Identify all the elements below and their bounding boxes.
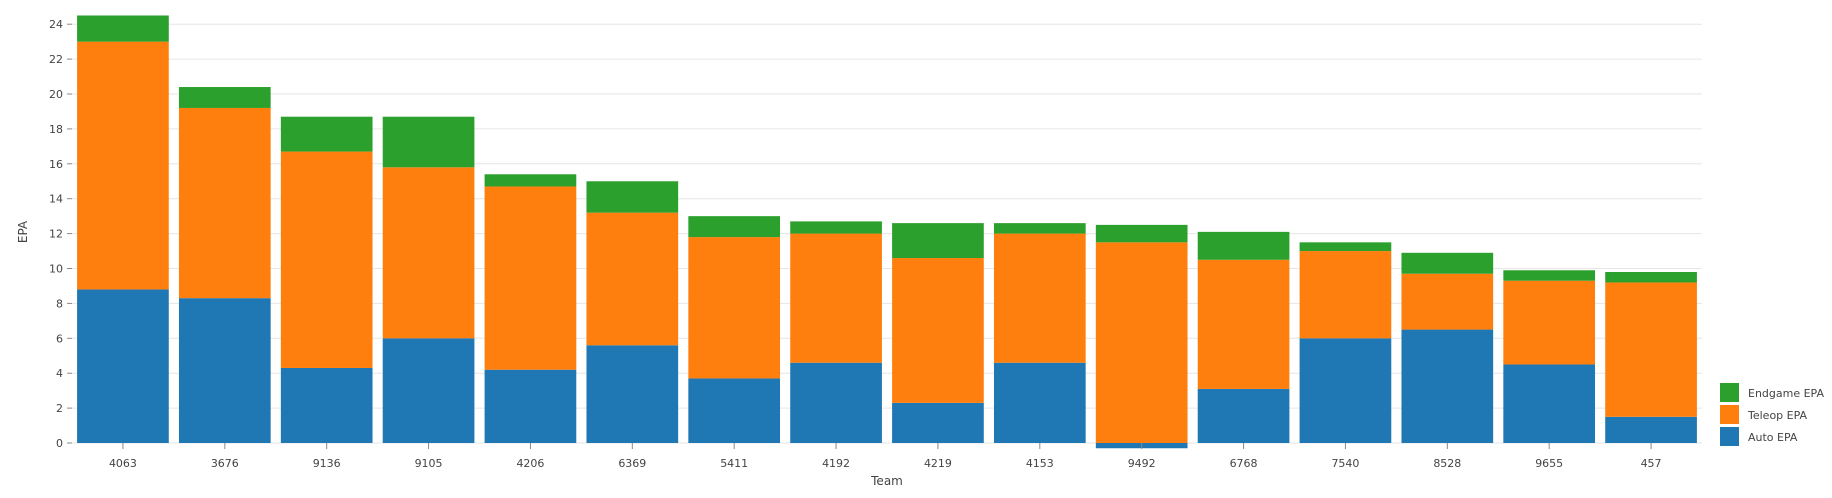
x-tick-label: 457 xyxy=(1641,457,1662,470)
y-tick-label: 22 xyxy=(49,53,63,66)
bar-segment[interactable] xyxy=(280,116,373,152)
x-tick-label: 9655 xyxy=(1535,457,1563,470)
legend-swatch[interactable] xyxy=(1720,383,1739,402)
x-tick-label: 9492 xyxy=(1128,457,1156,470)
legend-label[interactable]: Teleop EPA xyxy=(1747,409,1808,422)
bar-segment[interactable] xyxy=(484,174,577,187)
x-tick-label: 6369 xyxy=(618,457,646,470)
y-tick-label: 18 xyxy=(49,123,63,136)
bar-segment[interactable] xyxy=(382,116,475,168)
bar-segment[interactable] xyxy=(688,378,781,443)
bar-segment[interactable] xyxy=(790,221,882,234)
bar-segment[interactable] xyxy=(280,367,373,443)
bar-segment[interactable] xyxy=(382,167,475,339)
legend-label[interactable]: Endgame EPA xyxy=(1748,387,1824,400)
bar-segment[interactable] xyxy=(892,402,984,443)
bar-segment[interactable] xyxy=(993,223,1086,234)
x-tick-label: 4219 xyxy=(924,457,952,470)
x-tick-label: 4153 xyxy=(1026,457,1054,470)
x-axis-title: Team xyxy=(870,474,903,488)
bar-segment[interactable] xyxy=(382,338,475,443)
bar-segment[interactable] xyxy=(1401,252,1494,274)
bar-segment[interactable] xyxy=(892,223,984,259)
x-tick-label: 4206 xyxy=(516,457,544,470)
bar-segment[interactable] xyxy=(1503,280,1596,365)
x-tick-label: 6768 xyxy=(1230,457,1258,470)
y-tick-label: 12 xyxy=(49,228,63,241)
bar-segment[interactable] xyxy=(586,212,679,346)
legend-label[interactable]: Auto EPA xyxy=(1748,431,1798,444)
bar-segment[interactable] xyxy=(892,258,984,403)
y-tick-label: 16 xyxy=(49,158,63,171)
bar-segment[interactable] xyxy=(1605,416,1697,443)
bar-segment[interactable] xyxy=(688,216,781,238)
bar-segment[interactable] xyxy=(1503,270,1596,281)
bar-segment[interactable] xyxy=(790,362,882,443)
bar-segment[interactable] xyxy=(1299,338,1392,443)
y-axis-title: EPA xyxy=(16,220,30,243)
y-tick-label: 20 xyxy=(49,88,63,101)
bar-segment[interactable] xyxy=(178,298,271,443)
x-tick-label: 9136 xyxy=(313,457,341,470)
y-tick-label: 10 xyxy=(49,263,63,276)
x-tick-label: 5411 xyxy=(720,457,748,470)
bar-segment[interactable] xyxy=(790,233,882,363)
y-tick-label: 0 xyxy=(56,437,63,450)
legend-swatch[interactable] xyxy=(1720,405,1739,424)
bar-segment[interactable] xyxy=(1299,242,1392,252)
bar-segment[interactable] xyxy=(586,181,679,213)
bar-segment[interactable] xyxy=(1605,282,1697,417)
x-tick-label: 7540 xyxy=(1331,457,1359,470)
bar-segment[interactable] xyxy=(1299,251,1392,339)
bar-segment[interactable] xyxy=(1605,271,1697,283)
y-tick-label: 2 xyxy=(56,402,63,415)
bars xyxy=(77,15,1697,449)
bar-segment[interactable] xyxy=(1503,364,1596,443)
bar-segment[interactable] xyxy=(1401,273,1494,330)
bar-segment[interactable] xyxy=(688,237,781,379)
y-tick-label: 6 xyxy=(56,332,63,345)
y-tick-label: 24 xyxy=(49,18,63,31)
bar-segment[interactable] xyxy=(993,233,1086,363)
legend[interactable]: Endgame EPA Teleop EPA Auto EPA xyxy=(1720,383,1824,446)
legend-swatch[interactable] xyxy=(1720,427,1739,446)
bar-segment[interactable] xyxy=(1095,224,1188,243)
y-tick-label: 14 xyxy=(49,193,63,206)
bar-segment[interactable] xyxy=(484,369,577,443)
bar-segment[interactable] xyxy=(77,289,169,443)
bar-segment[interactable] xyxy=(178,107,271,299)
x-tick-label: 8528 xyxy=(1433,457,1461,470)
bar-segment[interactable] xyxy=(586,345,679,443)
bar-segment[interactable] xyxy=(280,151,373,368)
x-tick-label: 4192 xyxy=(822,457,850,470)
x-tick-label: 3676 xyxy=(211,457,239,470)
bar-segment[interactable] xyxy=(1197,231,1290,260)
bar-segment[interactable] xyxy=(1401,329,1494,443)
bar-segment[interactable] xyxy=(77,15,169,42)
bar-segment[interactable] xyxy=(484,186,577,370)
bar-segment[interactable] xyxy=(1197,388,1290,443)
bar-segment[interactable] xyxy=(1197,259,1290,389)
y-tick-label: 4 xyxy=(56,367,63,380)
bar-segment[interactable] xyxy=(993,362,1086,443)
bar-segment[interactable] xyxy=(178,87,271,108)
x-axis: 4063 3676 9136 9105 4206 6369 5411 4192 4219 4153… xyxy=(109,443,1662,470)
x-tick-label: 9105 xyxy=(415,457,443,470)
x-tick-label: 4063 xyxy=(109,457,137,470)
bar-segment[interactable] xyxy=(77,41,169,290)
bar-segment[interactable] xyxy=(1095,242,1188,443)
y-tick-label: 8 xyxy=(56,297,63,310)
